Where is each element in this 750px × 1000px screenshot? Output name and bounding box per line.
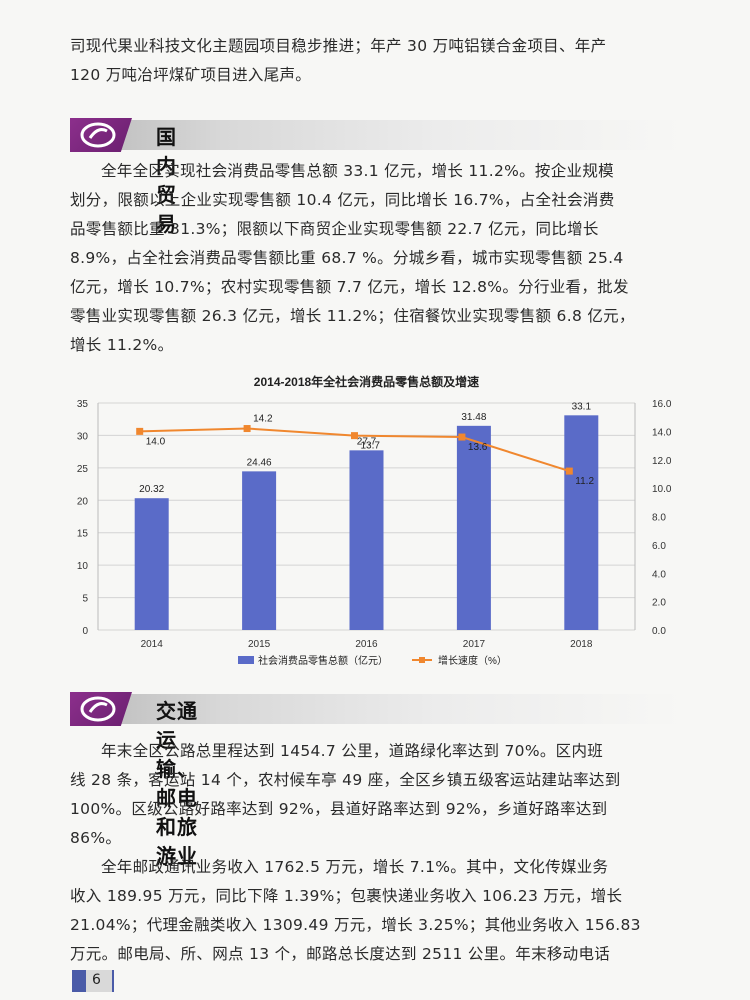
growth-point [136, 427, 144, 435]
y-right-tick-label: 0.0 [652, 626, 666, 637]
x-tick-label: 2014 [141, 639, 164, 650]
y-right-tick-label: 10.0 [652, 484, 672, 495]
text-line: 21.04%；代理金融类收入 1309.49 万元，增长 3.25%；其他业务收… [70, 916, 641, 934]
text-line: 8.9%，占全社会消费品零售额比重 68.7 %。分城乡看，城市实现零售额 25… [70, 249, 624, 267]
bar [349, 450, 384, 630]
bar [242, 471, 277, 630]
transport-paragraph: 年末全区公路总里程达到 1454.7 公里，道路绿化率达到 70%。区内班 线 … [70, 737, 684, 853]
growth-point [243, 425, 251, 433]
page-number-background [86, 970, 112, 992]
legend-line-marker [419, 657, 425, 663]
chart-svg: 2014-2018年全社会消费品零售总额及增速 0 5 10 15 20 25 30 35 0.0… [77, 374, 672, 667]
growth-data-label: 14.0 [146, 436, 166, 447]
y-right-tick-label: 12.0 [652, 456, 672, 467]
growth-point [565, 467, 573, 475]
legend-bar-label: 社会消费品零售总额（亿元） [258, 654, 388, 667]
text-line: 100%。区级公路好路率达到 92%，县道好路率达到 92%，乡道好路率达到 [70, 800, 608, 818]
legend-line-label: 增长速度（%） [438, 654, 507, 667]
growth-data-label: 11.2 [575, 476, 594, 487]
section-logo-icon [70, 118, 132, 152]
y-left-tick-label: 35 [77, 399, 89, 410]
intro-paragraph: 司现代果业科技文化主题园项目稳步推进；年产 30 万吨铝镁合金项目、年产 120… [70, 32, 684, 90]
text-line: 划分，限额以上企业实现零售额 10.4 亿元，同比增长 16.7%，占全社会消费 [70, 191, 615, 209]
text-line: 线 28 条，客运站 14 个，农村候车亭 49 座，全区乡镇五级客运站建站率达… [70, 771, 621, 789]
section-title: 交通运输、邮电和旅游业 [156, 699, 198, 868]
x-tick-label: 2017 [463, 639, 486, 650]
y-right-tick-label: 6.0 [652, 541, 666, 552]
growth-data-label: 13.6 [468, 442, 488, 453]
chart-title: 2014-2018年全社会消费品零售总额及增速 [254, 374, 479, 389]
growth-data-label: 13.7 [361, 441, 381, 452]
text-line: 司现代果业科技文化主题园项目稳步推进；年产 30 万吨铝镁合金项目、年产 [70, 37, 607, 55]
bar-data-label: 31.48 [461, 412, 486, 423]
section-logo-icon [70, 692, 132, 726]
x-tick-label: 2015 [248, 639, 271, 650]
domestic-trade-paragraph: 全年全区实现社会消费品零售总额 33.1 亿元，增长 11.2%。按企业规模 划… [70, 157, 684, 360]
y-right-tick-label: 2.0 [652, 598, 666, 609]
bar-data-label: 24.46 [247, 457, 272, 468]
growth-point [458, 433, 466, 441]
postal-paragraph: 全年邮政通讯业务收入 1762.5 万元，增长 7.1%。其中，文化传媒业务 收… [70, 853, 684, 969]
text-line: 品零售额比重 31.3%；限额以下商贸企业实现零售额 22.7 亿元，同比增长 [70, 220, 599, 238]
page-number: 6 [92, 972, 101, 988]
y-left-tick-label: 0 [82, 626, 88, 637]
text-line: 年末全区公路总里程达到 1454.7 公里，道路绿化率达到 70%。区内班 [101, 742, 604, 760]
text-line: 收入 189.95 万元，同比下降 1.39%；包裹快递业务收入 106.23 … [70, 887, 623, 905]
y-left-tick-label: 30 [77, 431, 89, 442]
y-right-tick-label: 16.0 [652, 399, 672, 410]
y-left-tick-label: 15 [77, 529, 89, 540]
growth-data-label: 14.2 [253, 414, 273, 425]
text-line: 86%。 [70, 829, 122, 847]
text-line: 零售业实现零售额 26.3 亿元，增长 11.2%；住宿餐饮业实现零售额 6.8… [70, 307, 635, 325]
growth-point [351, 432, 358, 440]
y-right-tick-label: 14.0 [652, 427, 672, 438]
bar [456, 425, 491, 630]
text-line: 增长 11.2%。 [70, 336, 174, 354]
y-left-tick-label: 10 [77, 561, 89, 572]
y-left-tick-label: 5 [82, 594, 88, 605]
y-right-tick-label: 8.0 [652, 513, 666, 524]
y-left-tick-label: 25 [77, 464, 89, 475]
section-title: 国内贸易 [156, 125, 177, 236]
y-right-tick-label: 4.0 [652, 569, 666, 580]
bar-data-label: 20.32 [139, 484, 164, 495]
x-tick-label: 2018 [570, 639, 593, 650]
text-line: 全年邮政通讯业务收入 1762.5 万元，增长 7.1%。其中，文化传媒业务 [101, 858, 609, 876]
y-left-tick-label: 20 [77, 496, 89, 507]
text-line: 120 万吨冶坪煤矿项目进入尾声。 [70, 66, 312, 84]
text-line: 全年全区实现社会消费品零售总额 33.1 亿元，增长 11.2%。按企业规模 [101, 162, 614, 180]
retail-sales-chart: 2014-2018年全社会消费品零售总额及增速 0 5 10 15 20 25 30 35 0.0… [60, 370, 690, 680]
legend-bar-swatch [238, 656, 254, 664]
text-line: 亿元，增长 10.7%；农村实现零售额 7.7 亿元，增长 12.8%。分行业看… [70, 278, 629, 296]
bar-data-label: 27.7 [357, 436, 377, 447]
bar [134, 498, 169, 630]
bar-data-label: 33.1 [572, 401, 592, 412]
x-tick-label: 2016 [355, 639, 378, 650]
bar [564, 415, 599, 630]
text-line: 万元。邮电局、所、网点 13 个，邮路总长度达到 2511 公里。年末移动电话 [70, 945, 611, 963]
